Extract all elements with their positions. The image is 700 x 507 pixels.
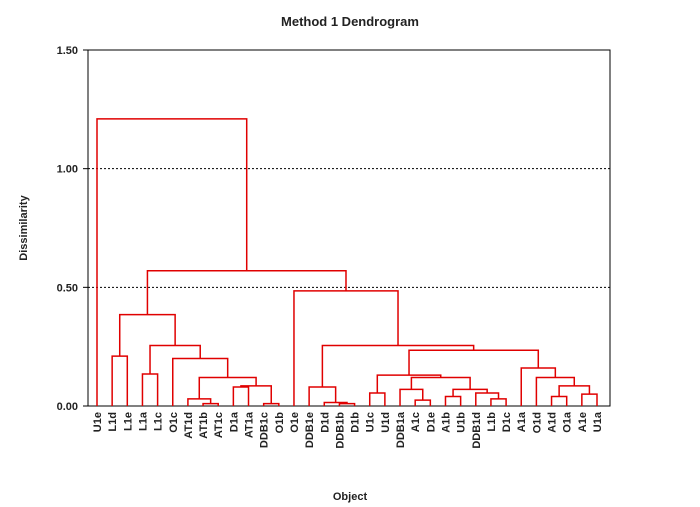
leaf-label: L1b xyxy=(486,412,498,432)
leaf-label: D1b xyxy=(350,412,362,433)
merge-link xyxy=(410,376,471,390)
leaf-label: A1e xyxy=(577,412,589,432)
plot-frame xyxy=(87,49,611,407)
merge-link xyxy=(581,393,598,406)
merge-link xyxy=(187,398,212,406)
merge-link xyxy=(376,374,442,393)
leaf-label: L1e xyxy=(122,412,134,431)
leaf-label: AT1c xyxy=(213,412,225,438)
merge-link xyxy=(535,376,576,406)
merge-link xyxy=(558,385,591,397)
merge-link xyxy=(198,376,257,399)
merge-link xyxy=(146,269,347,315)
y-axis-label: Dissimilarity xyxy=(18,194,30,260)
leaf-label: U1e xyxy=(92,412,104,432)
leaf-label: DDB1a xyxy=(395,411,407,448)
leaf-label: L1c xyxy=(153,412,165,431)
leaf-label: L1a xyxy=(137,411,149,431)
merge-link xyxy=(118,313,176,357)
leaf-label: O1e xyxy=(289,412,301,433)
leaf-label: D1e xyxy=(425,412,437,432)
merge-link xyxy=(202,402,219,406)
leaf-label: L1d xyxy=(107,412,119,432)
merge-link xyxy=(338,402,356,406)
y-tick-label: 1.00 xyxy=(57,164,78,176)
leaf-label: DDB1d xyxy=(471,412,483,449)
merge-link xyxy=(141,373,159,406)
merge-link xyxy=(550,395,568,406)
leaf-label: O1c xyxy=(168,412,180,433)
leaf-label: U1a xyxy=(592,411,604,432)
leaf-label: U1c xyxy=(365,412,377,432)
merge-link xyxy=(452,388,488,397)
y-tick-label: 1.50 xyxy=(57,45,78,57)
leaf-label: AT1b xyxy=(198,412,210,439)
merge-link xyxy=(444,395,462,406)
merge-link xyxy=(111,355,129,406)
y-tick-label: 0.00 xyxy=(57,401,78,413)
leaf-label: O1b xyxy=(274,412,286,434)
leaf-label: AT1a xyxy=(244,411,256,438)
leaf-label: O1d xyxy=(531,412,543,433)
merge-link xyxy=(149,344,201,374)
x-axis-label: Object xyxy=(333,491,368,503)
leaf-label: A1c xyxy=(410,412,422,432)
merge-link xyxy=(475,392,500,406)
merge-link xyxy=(520,367,557,406)
merge-link xyxy=(240,385,272,404)
leaf-label: A1b xyxy=(440,412,452,433)
merge-link xyxy=(368,392,386,406)
leaf-label: AT1d xyxy=(183,412,195,439)
merge-link xyxy=(321,344,475,388)
leaf-label: O1a xyxy=(562,411,574,433)
y-tick-label: 0.50 xyxy=(57,282,78,294)
chart-title: Method 1 Dendrogram xyxy=(281,14,419,29)
leaf-label: A1a xyxy=(516,411,528,432)
leaf-label: U1d xyxy=(380,412,392,433)
merge-link xyxy=(399,388,424,406)
leaf-label: DDB1e xyxy=(304,412,316,448)
leaf-label: D1c xyxy=(501,412,513,432)
leaf-label: U1b xyxy=(456,412,468,433)
merge-link xyxy=(262,402,280,406)
leaf-label: DDB1c xyxy=(259,412,271,448)
merge-link xyxy=(408,349,540,376)
merge-link xyxy=(96,118,248,406)
leaf-label: A1d xyxy=(547,412,559,433)
leaf-label: D1d xyxy=(319,412,331,433)
leaf-label: DDB1b xyxy=(334,412,346,449)
merge-link xyxy=(414,399,432,406)
leaf-label: D1a xyxy=(228,411,240,432)
merge-link xyxy=(490,398,507,406)
merge-link xyxy=(232,386,250,406)
